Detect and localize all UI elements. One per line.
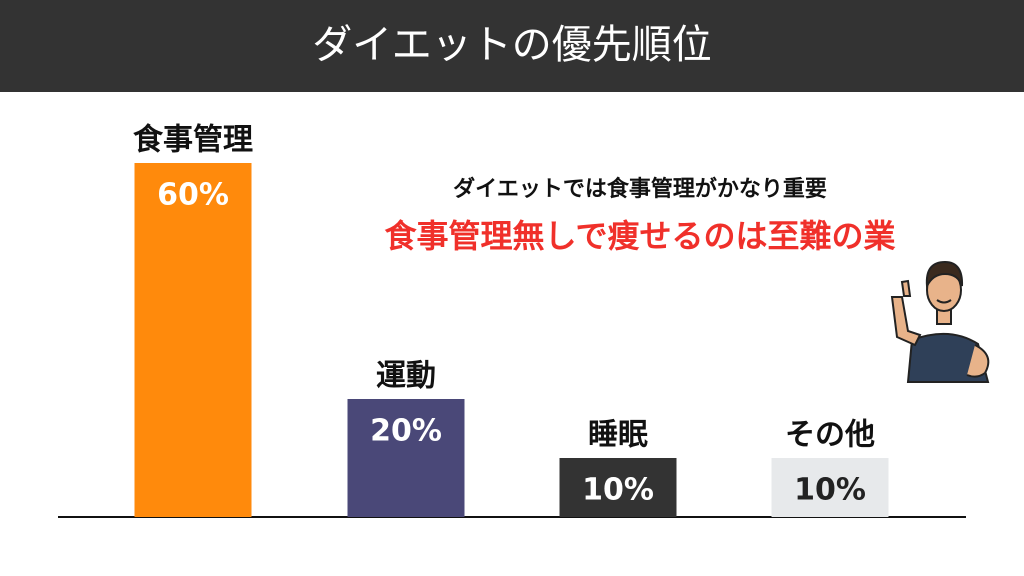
annotation: ダイエットでは食事管理がかなり重要	[453, 176, 827, 202]
character-illustration	[890, 260, 990, 383]
bar	[347, 399, 465, 517]
category-label: その他	[785, 418, 875, 453]
category-label: 食事管理	[133, 123, 253, 158]
bar	[134, 163, 252, 517]
chart-title: ダイエットの優先順位	[312, 22, 712, 68]
value-label: 60%	[157, 178, 229, 213]
bar	[559, 458, 677, 517]
value-label: 20%	[370, 414, 442, 449]
category-label: 運動	[376, 359, 436, 394]
annotation: 食事管理無しで痩せるのは至難の業	[384, 217, 895, 255]
header-bar	[0, 0, 1024, 92]
category-label: 睡眠	[588, 418, 648, 453]
bar	[771, 458, 889, 517]
value-label: 10%	[582, 473, 654, 508]
value-label: 10%	[794, 473, 866, 508]
